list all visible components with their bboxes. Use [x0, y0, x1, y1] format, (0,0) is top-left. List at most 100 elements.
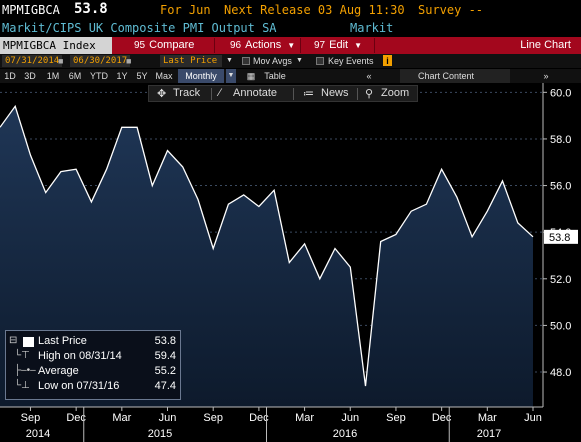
chart-legend: ⊟ Last Price 53.8 └⊤ High on 08/31/14 59…	[5, 330, 181, 400]
expand-icon[interactable]: »	[543, 71, 549, 81]
dash-separator: ■	[58, 56, 64, 66]
info-icon[interactable]: i	[383, 55, 392, 66]
data-point	[364, 385, 366, 387]
period-1y[interactable]: 1Y	[116, 71, 128, 81]
zoom-button[interactable]: Zoom	[381, 87, 410, 99]
data-point	[45, 192, 47, 194]
data-point	[304, 243, 306, 245]
chevron-down-icon[interactable]: ▼	[226, 57, 233, 64]
security-field[interactable]: MPMIGBCA Index	[0, 37, 112, 54]
low-marker-icon: └⊥	[14, 380, 30, 391]
x-year-label: 2016	[333, 428, 357, 440]
average-marker-icon: ├–•–	[14, 365, 36, 376]
price-field-select[interactable]: Last Price	[160, 55, 222, 67]
x-tick-label: Mar	[295, 412, 314, 424]
compare-button[interactable]: 95 Compare	[130, 37, 194, 54]
legend-low: └⊥ Low on 07/31/16 47.4	[6, 380, 182, 394]
legend-average: ├–•– Average 55.2	[6, 365, 182, 379]
average-label: Average	[38, 365, 79, 377]
data-point	[136, 126, 138, 128]
data-point	[471, 236, 473, 238]
data-point	[212, 247, 214, 249]
y-tick-label: 52.0	[550, 274, 571, 286]
ticker-symbol[interactable]: MPMIGBCA	[2, 3, 60, 17]
data-point	[425, 203, 427, 205]
x-year-label: 2014	[26, 428, 50, 440]
annotate-button[interactable]: Annotate	[233, 87, 278, 99]
collapse-icon[interactable]: «	[366, 71, 372, 81]
data-point	[106, 168, 108, 170]
period-6m[interactable]: 6M	[68, 71, 82, 81]
x-year-label: 2017	[477, 428, 501, 440]
data-point	[227, 203, 229, 205]
data-point	[486, 210, 488, 212]
chart-content-button[interactable]: Chart Content	[400, 69, 510, 83]
security-description: Markit/CIPS UK Composite PMI Output SA	[2, 21, 277, 35]
period-5y[interactable]: 5Y	[136, 71, 148, 81]
edit-button[interactable]: 97 Edit ▼	[310, 37, 362, 54]
period-1d[interactable]: 1D	[4, 71, 16, 81]
period-3d[interactable]: 3D	[24, 71, 36, 81]
chart-tools-bar: ✥ Track ∕ Annotate ≔ News ⚲ Zoom	[148, 85, 418, 102]
y-tick-label: 48.0	[550, 367, 571, 379]
next-release: Next Release 03 Aug 11:30	[224, 3, 405, 17]
data-point	[441, 168, 443, 170]
actions-button[interactable]: 96 Actions ▼	[226, 37, 295, 54]
track-button[interactable]: Track	[173, 87, 201, 99]
data-point	[258, 206, 260, 208]
collapse-icon[interactable]: ⊟	[9, 335, 18, 346]
average-value: 55.2	[154, 365, 176, 377]
zoom-icon[interactable]: ⚲	[365, 88, 374, 100]
key-events-checkbox[interactable]	[316, 57, 324, 65]
period-label: For Jun	[160, 3, 211, 17]
end-date-input[interactable]: 06/30/2017	[70, 55, 131, 67]
compare-label: Compare	[149, 39, 195, 51]
chevron-down-icon[interactable]: ▼	[296, 57, 303, 64]
x-tick-label: Sep	[21, 412, 41, 424]
mov-avgs-checkbox[interactable]	[242, 57, 250, 65]
description-row: Markit/CIPS UK Composite PMI Output SA M…	[0, 20, 581, 36]
x-year-label: 2015	[148, 428, 172, 440]
data-point	[456, 196, 458, 198]
mov-avgs-label: Mov Avgs	[253, 56, 292, 66]
actions-label: Actions	[245, 39, 282, 51]
series-line	[0, 104, 534, 387]
annotate-icon[interactable]: ∕	[219, 87, 221, 99]
table-button[interactable]: Table	[264, 71, 286, 81]
start-date-input[interactable]: 07/31/2014	[2, 55, 63, 67]
divider	[374, 38, 375, 53]
high-marker-icon: └⊤	[14, 350, 30, 361]
period-1m[interactable]: 1M	[46, 71, 60, 81]
chevron-down-icon[interactable]: ▼	[226, 69, 236, 83]
data-point	[14, 105, 16, 107]
x-tick-label: Jun	[159, 412, 177, 424]
period-ytd[interactable]: YTD	[90, 71, 108, 81]
period-max[interactable]: Max	[155, 71, 173, 81]
table-icon[interactable]: ▦	[246, 71, 256, 81]
data-point	[273, 189, 275, 191]
news-button[interactable]: News	[321, 87, 349, 99]
divider	[357, 88, 358, 100]
high-label: High on 08/31/14	[38, 350, 122, 362]
frequency-select[interactable]: Monthly	[178, 69, 224, 83]
low-label: Low on 07/31/16	[38, 380, 120, 392]
data-point	[75, 168, 77, 170]
data-point	[197, 199, 199, 201]
track-icon[interactable]: ✥	[157, 88, 167, 100]
y-tick-label: 60.0	[550, 87, 571, 99]
last-value: 53.8	[74, 1, 108, 17]
news-icon[interactable]: ≔	[303, 88, 314, 100]
low-value: 47.4	[154, 380, 176, 392]
divider	[214, 38, 215, 53]
data-point	[90, 201, 92, 203]
actions-num: 96	[230, 40, 242, 51]
edit-label: Edit	[329, 39, 349, 51]
data-point	[517, 222, 519, 224]
legend-high: └⊤ High on 08/31/14 59.4	[6, 350, 182, 364]
y-axis-bg	[543, 83, 581, 442]
calendar-icon[interactable]: ■	[126, 56, 132, 66]
x-axis: Sep Dec Mar Jun Sep Dec Mar Jun Sep Dec Mar Jun 2014…	[0, 406, 581, 442]
chart-type-label[interactable]: Line Chart	[520, 39, 571, 51]
key-events-label: Key Events	[328, 56, 374, 66]
chart-content-label: Chart Content	[418, 71, 475, 81]
